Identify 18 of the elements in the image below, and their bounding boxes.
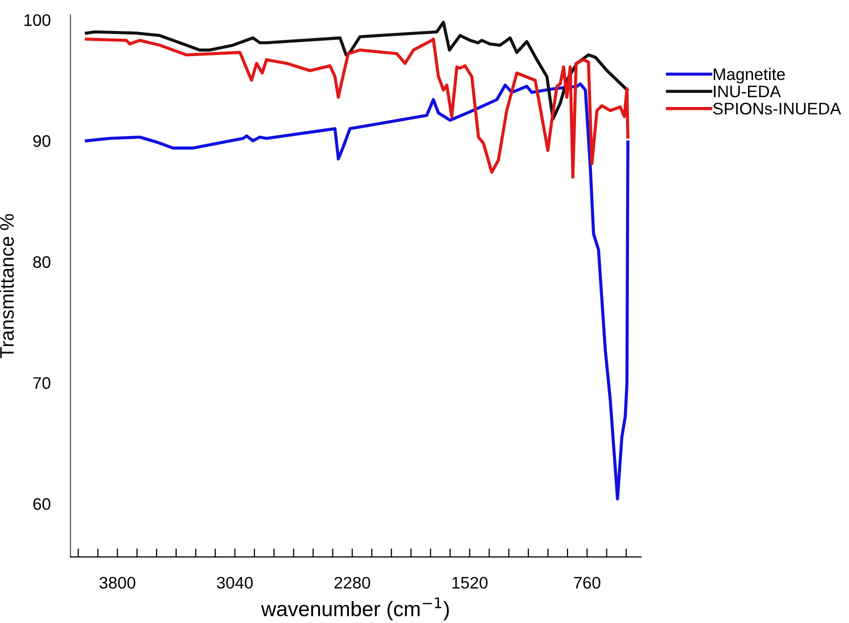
x-tick-label: 3800	[100, 576, 136, 589]
y-tick-label: 80	[33, 256, 50, 268]
x-tick-label: 760	[574, 576, 600, 589]
y-tick-label: 90	[33, 135, 50, 147]
line-series	[84, 38, 630, 179]
line-series	[84, 82, 630, 500]
x-axis-title: wavenumber (cm$^{−1}$)	[261, 598, 449, 620]
y-tick-label: 70	[33, 377, 50, 389]
x-tick-label: 2280	[334, 576, 370, 589]
legend-label: Magnetite	[714, 68, 785, 84]
legend-label: INU-EDA	[714, 86, 781, 98]
legend-label: SPIONs-INUEDA	[713, 102, 842, 115]
y-tick-label: 60	[33, 498, 50, 510]
y-tick-label: 100	[24, 14, 50, 26]
line-series	[84, 20, 629, 121]
x-tick-label: 1520	[452, 576, 488, 589]
y-axis-title: Transmittance %	[0, 214, 14, 358]
x-tick-label: 3040	[216, 576, 253, 589]
